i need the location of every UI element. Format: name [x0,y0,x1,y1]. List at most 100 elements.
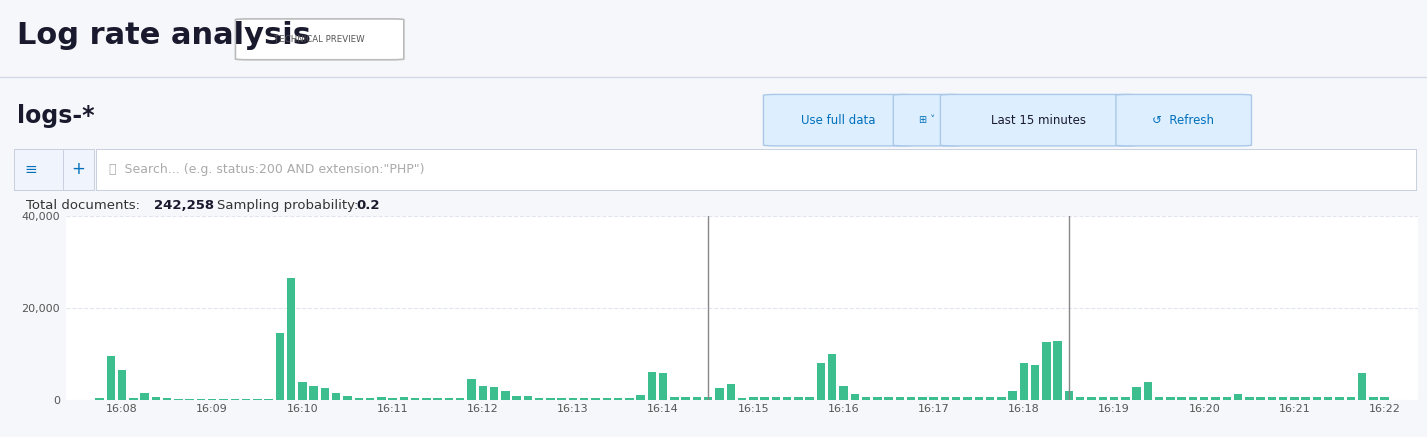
Text: Last 15 minutes: Last 15 minutes [992,114,1086,127]
Bar [1133,388,1140,400]
Bar [1087,397,1096,400]
Bar [1301,397,1310,400]
Bar [1279,397,1287,400]
Bar [501,391,509,400]
Bar [772,397,781,400]
FancyBboxPatch shape [763,94,913,146]
Bar [524,396,532,400]
Bar [1267,397,1276,400]
Text: Sampling probability:: Sampling probability: [217,199,358,212]
Bar [908,397,915,400]
Bar [885,397,893,400]
Bar [1122,397,1130,400]
Bar [174,399,183,400]
Bar [940,397,949,400]
Bar [704,397,712,400]
Bar [467,379,475,400]
Bar [862,397,870,400]
Bar [783,397,792,400]
Bar [1246,397,1253,400]
Bar [558,398,567,400]
Bar [287,278,295,400]
Bar [128,398,137,400]
Bar [873,397,882,400]
Text: Use full data: Use full data [801,114,876,127]
Bar [1313,397,1321,400]
Bar [1290,397,1299,400]
FancyBboxPatch shape [940,94,1137,146]
Bar [220,399,228,400]
Bar [591,399,599,400]
Bar [1166,397,1174,400]
Text: 🔍  Search... (e.g. status:200 AND extension:"PHP"): 🔍 Search... (e.g. status:200 AND extensi… [108,163,424,176]
Bar [547,398,555,400]
Bar [186,399,194,400]
Bar [569,399,577,400]
Bar [1177,397,1186,400]
Bar [896,397,905,400]
Bar [411,398,420,400]
Bar [918,397,926,400]
Bar [997,397,1006,400]
Bar [1189,397,1197,400]
Bar [963,397,972,400]
Bar [344,396,351,400]
Bar [805,397,813,400]
Bar [929,397,938,400]
Bar [354,398,362,400]
Text: ⊞ ˅: ⊞ ˅ [919,115,936,125]
Bar [275,333,284,400]
Bar [107,356,116,400]
Bar [692,397,701,400]
Bar [975,397,983,400]
Bar [1042,343,1050,400]
Bar [1359,373,1366,400]
Bar [1030,365,1039,400]
Bar [1223,397,1232,400]
Bar [648,372,656,400]
Bar [1368,397,1377,400]
Text: logs-*: logs-* [17,104,94,128]
FancyBboxPatch shape [1116,94,1251,146]
Bar [1143,382,1152,400]
Bar [422,398,431,400]
Bar [795,397,802,400]
Bar [850,394,859,400]
Bar [1154,397,1163,400]
Bar [1336,397,1344,400]
Bar [1212,397,1220,400]
Bar [1256,397,1264,400]
FancyBboxPatch shape [235,19,404,60]
Bar [321,388,330,400]
Bar [579,399,588,400]
Bar [388,398,397,400]
Bar [1076,397,1085,400]
Bar [535,398,544,400]
Bar [602,399,611,400]
Bar [512,396,521,400]
Bar [671,397,679,400]
Bar [625,399,634,400]
Bar [478,386,487,400]
Bar [377,397,385,400]
Bar [738,398,746,400]
Bar [1200,397,1209,400]
Text: 0.2: 0.2 [357,199,380,212]
Bar [828,354,836,400]
Bar [400,397,408,400]
Text: 242,258: 242,258 [154,199,214,212]
Bar [445,398,454,400]
Bar [986,397,995,400]
Bar [839,386,848,400]
Bar [1099,397,1107,400]
Bar [151,397,160,400]
Bar [310,386,318,400]
Bar [208,399,217,400]
Text: ↺  Refresh: ↺ Refresh [1152,114,1214,127]
Bar [1110,397,1119,400]
Bar [749,397,758,400]
Text: Log rate analysis: Log rate analysis [17,21,311,50]
Bar [253,399,261,400]
Bar [489,387,498,400]
Bar [163,398,171,400]
